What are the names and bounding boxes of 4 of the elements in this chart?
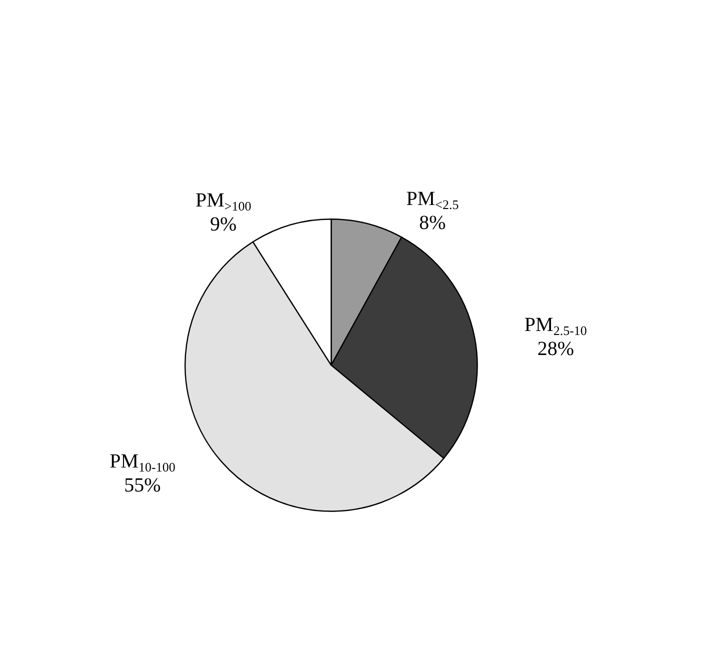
data-label: 55% <box>124 474 161 497</box>
data-label: 9% <box>210 214 237 236</box>
data-label: 8% <box>419 212 446 234</box>
data-label: 28% <box>537 338 574 360</box>
